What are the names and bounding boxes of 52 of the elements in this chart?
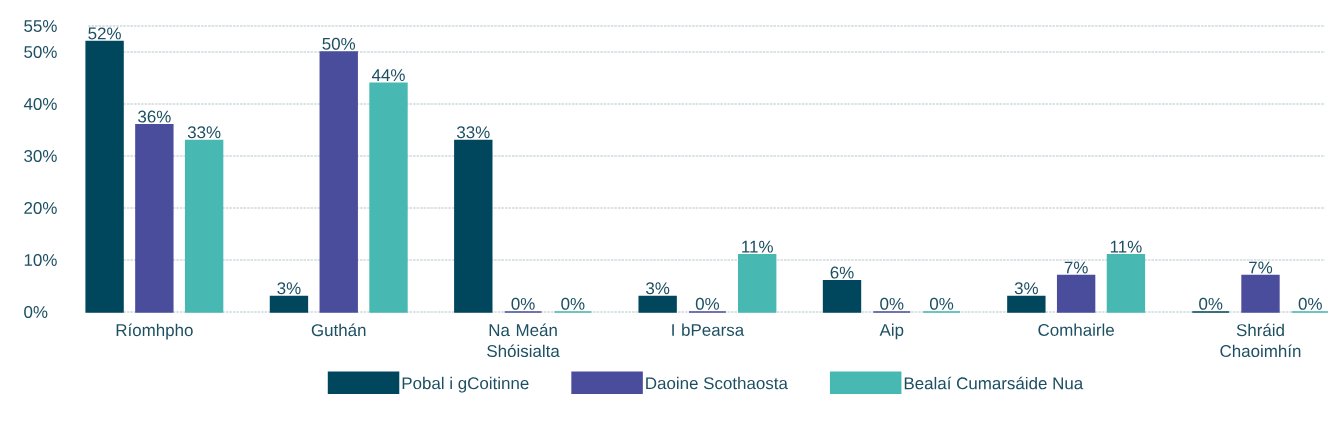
y-tick-label: 20% — [24, 202, 57, 214]
legend-label: Daoine Scothaosta — [646, 376, 788, 390]
bar — [1056, 274, 1096, 313]
data-label: 33% — [456, 126, 490, 139]
y-tick-label: 50% — [24, 46, 57, 58]
y-tick-label: 40% — [23, 98, 57, 110]
data-label: 7% — [1064, 261, 1088, 274]
bar — [822, 280, 862, 313]
data-label: 0% — [561, 297, 585, 310]
x-tick-label: Na Meán Shóisialta — [487, 323, 560, 358]
data-label: 52% — [88, 27, 121, 40]
bar — [135, 124, 174, 313]
data-label: 0% — [1298, 297, 1322, 310]
bar — [369, 82, 408, 313]
bar — [1007, 295, 1046, 313]
legend-label: Bealaí Cumarsáide Nua — [904, 376, 1084, 390]
data-label: 6% — [830, 266, 854, 279]
legend-label: Pobal i gCoitinne — [402, 376, 529, 393]
data-label: 0% — [1199, 297, 1223, 310]
y-tick-label: 55% — [24, 20, 57, 32]
data-label: 11% — [1110, 240, 1142, 253]
data-label: 0% — [511, 297, 535, 310]
bar — [269, 295, 309, 313]
x-tick-label: Aip — [879, 323, 904, 340]
bar — [184, 139, 224, 313]
x-tick-label: Comhairle — [1038, 323, 1114, 336]
bar — [319, 51, 358, 313]
bar — [85, 40, 124, 313]
data-label: 7% — [1249, 261, 1273, 274]
data-label: 11% — [742, 240, 773, 253]
data-label: 0% — [880, 297, 904, 310]
bar — [1106, 254, 1146, 313]
x-tick-label: I bPearsa — [672, 323, 745, 336]
data-label: 3% — [646, 282, 670, 295]
data-label: 33% — [187, 126, 221, 139]
data-label: 50% — [322, 37, 356, 50]
x-tick-label: Shráid Chaoimhín — [1220, 323, 1301, 358]
y-tick-label: 0% — [24, 306, 48, 318]
data-label: 3% — [277, 282, 301, 295]
data-label: 36% — [138, 110, 171, 123]
x-tick-label: Ríomhpho — [116, 323, 193, 340]
bar — [1241, 274, 1280, 313]
bar — [738, 254, 777, 313]
data-label: 44% — [371, 69, 405, 81]
data-label: 3% — [1014, 282, 1038, 295]
bar — [454, 139, 493, 313]
y-tick-label: 10% — [24, 254, 57, 266]
x-tick-label: Guthán — [311, 323, 366, 337]
y-tick-label: 30% — [24, 150, 57, 162]
data-label: 0% — [695, 297, 720, 310]
bar — [638, 295, 677, 313]
data-label: 0% — [929, 297, 954, 310]
